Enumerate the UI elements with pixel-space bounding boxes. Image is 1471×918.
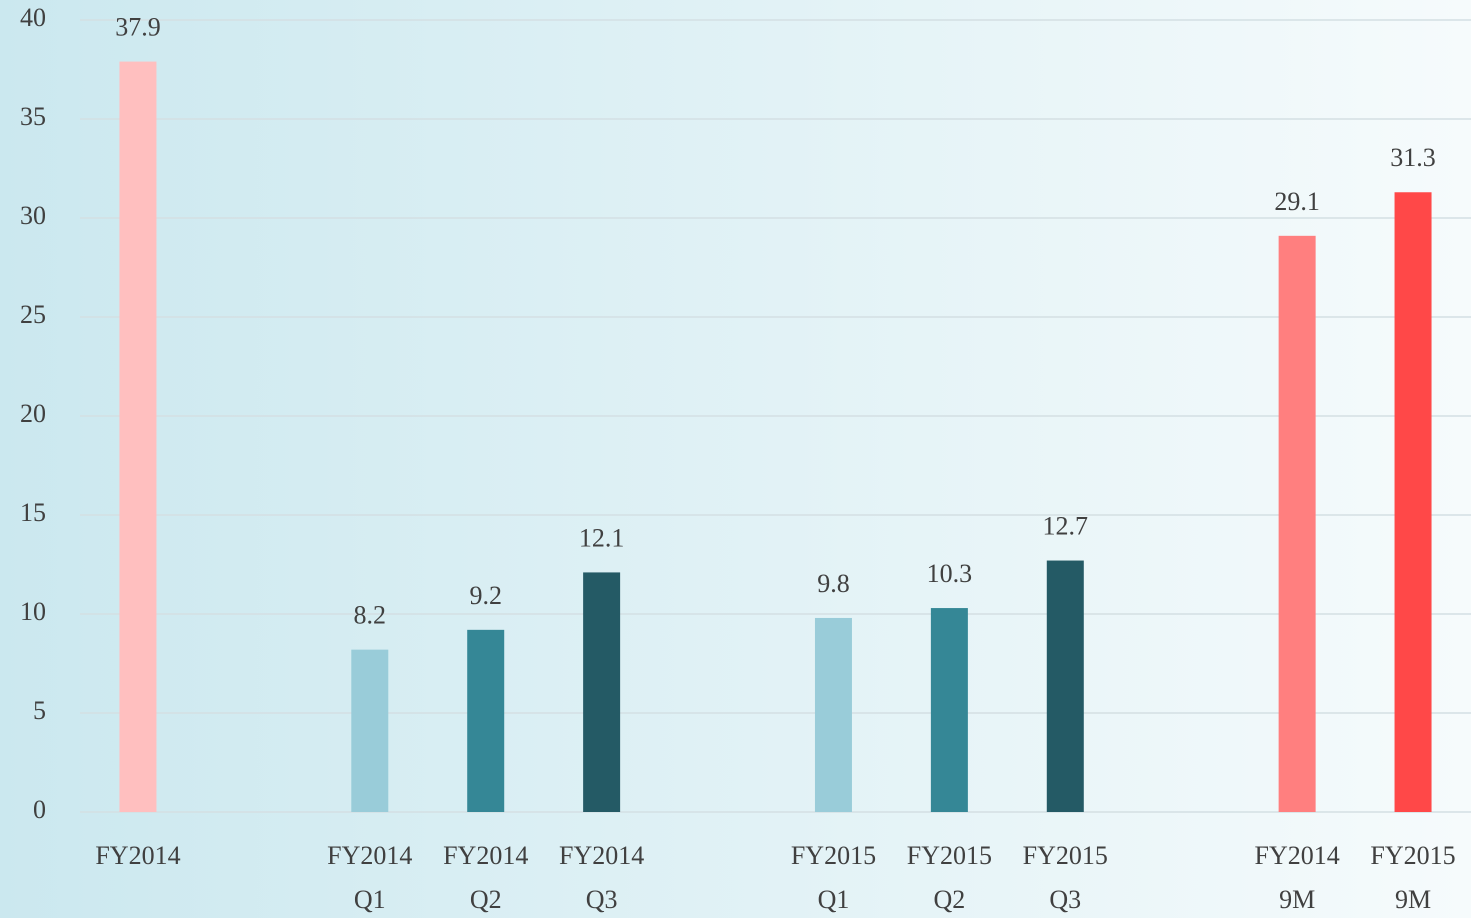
value-label: 9.2 [469, 581, 502, 610]
value-label: 37.9 [115, 13, 161, 42]
x-tick-label: Q1 [354, 885, 386, 914]
value-label: 12.7 [1043, 512, 1089, 541]
x-tick-label: FY2015 [907, 841, 992, 870]
bar [467, 629, 505, 812]
y-tick-label: 0 [33, 795, 46, 824]
y-tick-label: 35 [20, 102, 46, 131]
x-tick-label: Q2 [470, 885, 502, 914]
bar [1046, 560, 1084, 812]
bar [1278, 235, 1316, 812]
x-tick-label: Q3 [1049, 885, 1081, 914]
x-tick-label: 9M [1395, 885, 1431, 914]
bar [930, 608, 968, 812]
value-label: 10.3 [927, 559, 973, 588]
x-tick-label: FY2014 [95, 841, 180, 870]
bar [1394, 192, 1432, 812]
y-tick-label: 25 [20, 300, 46, 329]
value-label: 29.1 [1274, 187, 1320, 216]
x-tick-label: Q2 [933, 885, 965, 914]
x-tick-label: FY2014 [327, 841, 412, 870]
y-tick-label: 20 [20, 399, 46, 428]
value-label: 12.1 [579, 523, 625, 552]
x-tick-label: FY2014 [559, 841, 644, 870]
y-tick-label: 30 [20, 201, 46, 230]
x-tick-label: FY2015 [791, 841, 876, 870]
x-tick-label: FY2014 [443, 841, 528, 870]
x-tick-label: Q3 [586, 885, 618, 914]
x-tick-label: FY2014 [1255, 841, 1340, 870]
bar [583, 572, 621, 812]
bar [814, 617, 852, 812]
value-label: 9.8 [817, 569, 850, 598]
x-tick-label: FY2015 [1023, 841, 1108, 870]
value-label: 8.2 [354, 601, 387, 630]
y-tick-label: 15 [20, 498, 46, 527]
value-label: 31.3 [1390, 143, 1436, 172]
bar [119, 61, 157, 812]
y-tick-label: 10 [20, 597, 46, 626]
y-tick-label: 5 [33, 696, 46, 725]
x-tick-label: Q1 [818, 885, 850, 914]
bar [351, 649, 389, 812]
x-tick-label: 9M [1279, 885, 1315, 914]
x-tick-label: FY2015 [1370, 841, 1455, 870]
y-tick-label: 40 [20, 3, 46, 32]
